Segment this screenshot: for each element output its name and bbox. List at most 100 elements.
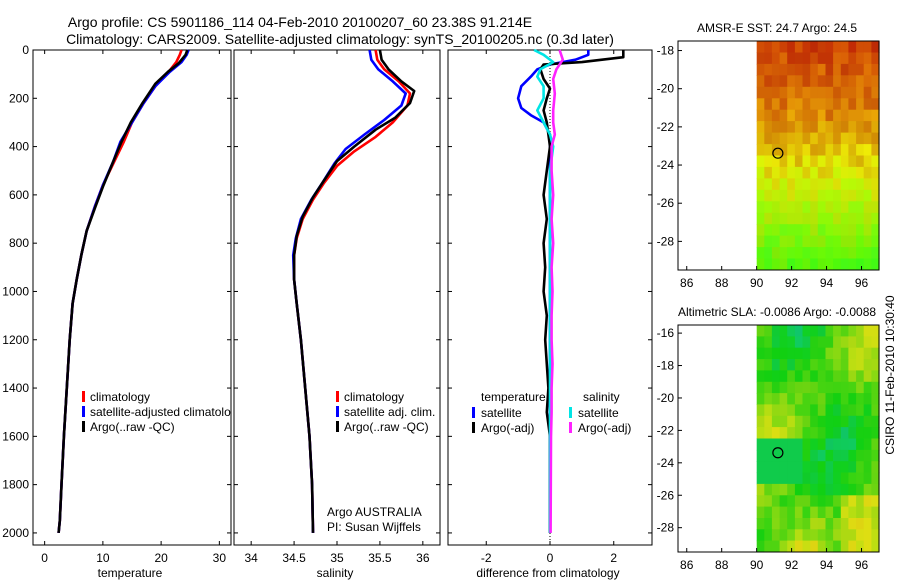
heatmap-cell [779,75,788,88]
heatmap-cell [856,258,865,271]
heatmap-cell [871,224,880,237]
heatmap-cell [756,189,765,202]
heatmap-cell [833,415,842,428]
heatmap-cell [848,336,857,349]
heatmap-cell [871,518,880,530]
heatmap-cell [756,540,765,553]
heatmap-cell [794,63,804,76]
heatmap-cell [840,393,849,405]
heatmap-cell [840,201,849,214]
heatmap-cell [856,518,865,530]
temperature-xlabel: temperature [98,566,163,580]
heatmap-cell [833,247,842,260]
heatmap-cell [833,75,842,88]
heatmap-cell [802,258,811,271]
heatmap-cell [817,415,826,428]
heatmap-cell [764,247,773,260]
heatmap-cell [810,41,819,53]
heatmap-cell [856,404,865,417]
heatmap-cell [833,540,842,553]
heatmap-cell [802,347,811,360]
heatmap-cell [764,461,773,474]
heatmap-cell [764,472,773,485]
heatmap-cell [794,109,804,122]
heatmap-cell [848,189,857,202]
legend-swatch [336,421,339,432]
plot-frame [233,49,441,546]
heatmap-cell [833,212,842,225]
heatmap-cell [779,359,788,371]
heatmap-cell [833,427,842,439]
heatmap-cell [787,155,796,168]
heatmap-cell [756,370,765,383]
heatmap-cell [810,449,819,462]
heatmap-cell [833,495,842,508]
heatmap-cell [871,381,880,394]
heatmap-cell [764,415,773,428]
heatmap-cell [756,75,765,88]
heatmap-cell [833,483,842,496]
x-tick-label: 92 [785,558,799,572]
heatmap-cell [840,415,849,428]
heatmap-cell [756,224,765,237]
heatmap-cell [856,495,865,508]
heatmap-cell [856,359,865,371]
heatmap-cell [871,132,880,145]
heatmap-cell [802,370,811,383]
heatmap-cell [833,109,842,122]
heatmap-cell [871,336,880,349]
heatmap-cell [825,98,834,111]
heatmap-cell [802,121,811,134]
heatmap-cell [764,41,773,53]
legend-swatch [336,391,339,402]
heatmap-cell [817,438,826,451]
heatmap-cell [871,178,880,191]
heatmap-cell [840,518,849,530]
heatmap-cell [771,144,781,157]
heatmap-cell [787,336,796,349]
argo-position-marker [772,447,784,459]
heatmap-cell [771,189,781,202]
heatmap-cell [863,359,872,371]
heatmap-cell [771,483,781,496]
x-tick-label: 35.5 [368,551,392,565]
heatmap-cell [764,178,773,191]
x-tick-label: 36 [416,551,430,565]
heatmap-cell [787,189,796,202]
annotation-text: PI: Susan Wijffels [327,520,421,534]
y-tick-label: -18 [657,44,675,58]
heatmap-cell [764,155,773,168]
heatmap-cell [863,121,872,134]
heatmap-cell [771,325,781,337]
heatmap-cell [802,495,811,508]
heatmap-cell [771,393,781,405]
heatmap-cell [787,381,796,394]
heatmap-cell [756,98,765,111]
heatmap-cell [840,41,849,53]
y-tick-label: -20 [657,82,675,96]
heatmap-cell [802,325,811,337]
heatmap-cell [871,155,880,168]
heatmap-cell [848,155,857,168]
heatmap-cell [817,529,826,542]
heatmap-cell [794,393,804,405]
heatmap-cell [817,449,826,462]
heatmap-cell [802,393,811,405]
heatmap-cell [787,121,796,134]
heatmap-cell [863,529,872,542]
heatmap-cell [825,224,834,237]
heatmap-cell [848,461,857,474]
heatmap-cell [794,258,804,271]
heatmap-cell [825,41,834,53]
heatmap-cell [771,449,781,462]
heatmap-cell [848,235,857,248]
heatmap-cell [817,258,826,271]
sla-map-panel: 86 88 90 92 94 96 -16 -18 -20 -22 -24 -26 -28 [657,324,880,572]
credit-text: CSIRO 11-Feb-2010 10:30:40 [883,295,897,455]
y-tick-label: 1200 [2,333,29,347]
heatmap-cell [764,325,773,337]
heatmap-cell [848,427,857,439]
legend-swatch [82,406,85,417]
heatmap-cell [779,529,788,542]
heatmap-cell [787,166,796,179]
